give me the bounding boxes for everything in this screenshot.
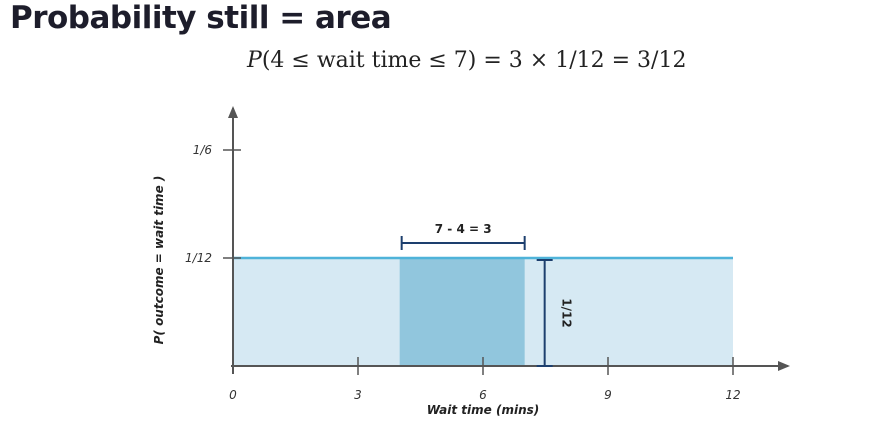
x-tick-label: 3: [354, 388, 362, 402]
x-axis-title: Wait time (mins): [427, 403, 540, 417]
width-annotation: 7 - 4 = 3: [435, 222, 492, 236]
x-tick-label: 0: [229, 388, 237, 402]
formula-rhs: = 3 × 1/12 = 3/12: [476, 48, 687, 73]
x-tick-label: 9: [604, 388, 612, 402]
height-annotation: 1/12: [560, 298, 574, 327]
formula-p: P: [247, 48, 262, 73]
y-tick-label: 1/12: [185, 251, 212, 265]
y-tick-label: 1/6: [193, 143, 213, 157]
highlighted-area: [399, 258, 525, 366]
formula-lhs: (4 ≤ wait time ≤ 7): [261, 48, 477, 73]
x-tick-label: 6: [479, 388, 487, 402]
x-tick-label: 12: [725, 388, 740, 402]
y-axis-title: P( outcome = wait time ): [152, 176, 166, 345]
page-title: Probability still = area: [10, 0, 392, 36]
probability-formula: P(4 ≤ wait time ≤ 7) = 3 × 1/12 = 3/12: [247, 48, 686, 73]
